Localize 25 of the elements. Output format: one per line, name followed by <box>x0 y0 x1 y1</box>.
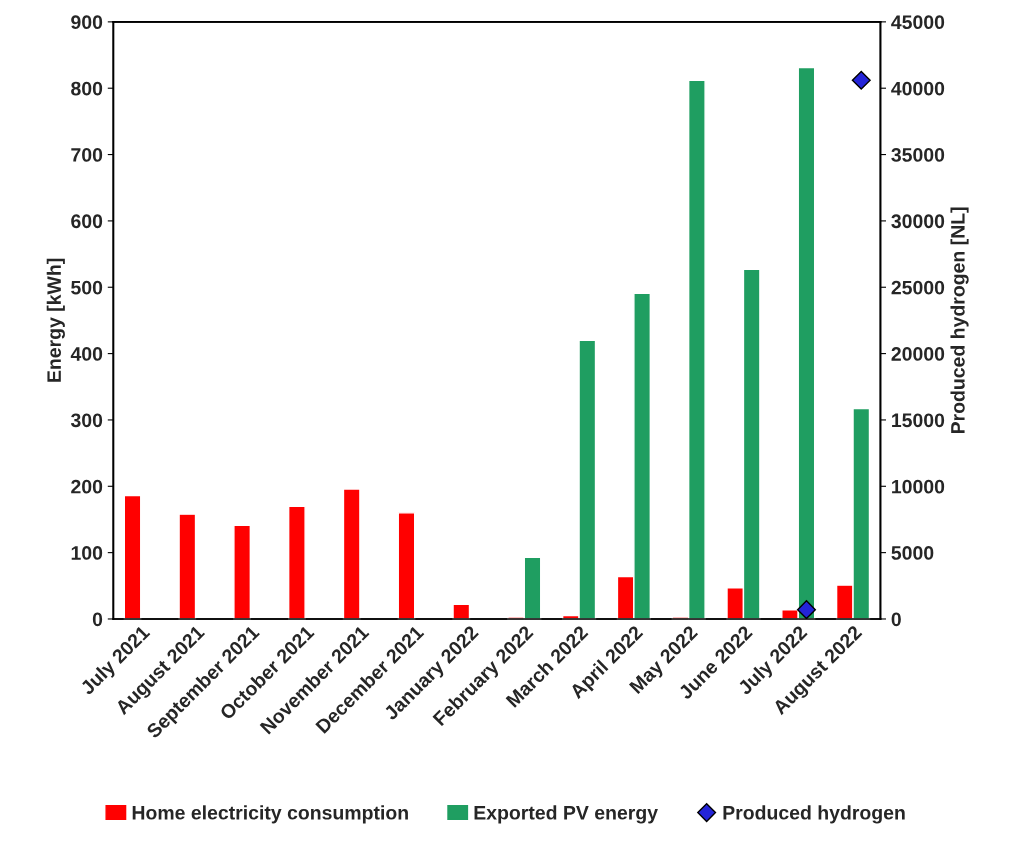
y-tick-label: 200 <box>71 479 103 494</box>
y2-tick-label: 35000 <box>891 148 945 162</box>
y-axis-title: Energy [kWh] <box>46 258 65 382</box>
y2-tick-label: 15000 <box>892 413 945 428</box>
y-tick-label: 700 <box>71 148 103 162</box>
y-tick-label: 500 <box>71 280 103 295</box>
legend-label: Exported PV energy <box>474 805 658 824</box>
y-tick-label: 800 <box>71 81 103 96</box>
y2-tick-label: 45000 <box>891 15 945 30</box>
y-tick-label: 600 <box>71 214 103 229</box>
y-tick-label: 100 <box>71 546 103 560</box>
y2-tick-label: 25000 <box>891 280 945 295</box>
y-tick-label: 0 <box>92 612 103 627</box>
legend-label: Produced hydrogen <box>723 805 905 824</box>
y2-tick-label: 5000 <box>891 546 934 560</box>
y2-tick-label: 40000 <box>891 81 945 96</box>
y-tick-label: 900 <box>71 15 103 30</box>
y2-axis-title: Produced hydrogen [NL] <box>950 207 969 434</box>
y2-tick-label: 20000 <box>891 347 945 361</box>
legend-label: Home electricity consumption <box>132 805 408 824</box>
y-tick-label: 300 <box>70 413 103 428</box>
y2-tick-label: 10000 <box>892 479 945 494</box>
y2-tick-label: 0 <box>891 612 901 627</box>
y2-tick-label: 30000 <box>891 214 945 229</box>
y-tick-label: 400 <box>70 347 103 361</box>
